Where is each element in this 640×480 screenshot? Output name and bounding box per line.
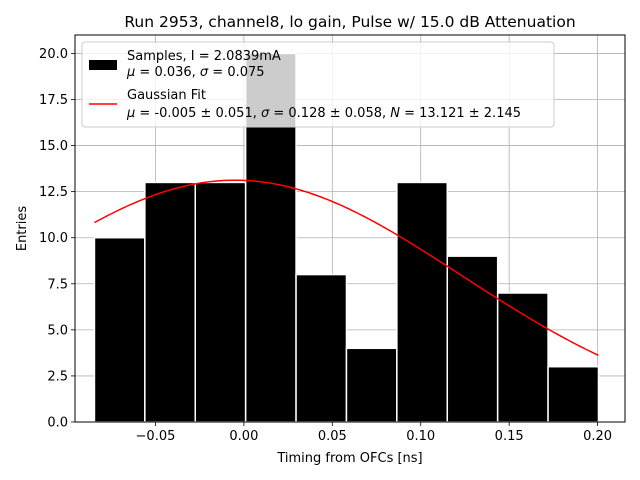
y-tick-label-0: 0.0 (47, 416, 68, 431)
legend-samples-label: Samples, I = 2.0839mA (127, 49, 281, 64)
legend-fit-sigma-symbol: σ (261, 106, 270, 121)
legend-fit-stats: μ = -0.005 ± 0.051, σ = 0.128 ± 0.058, N… (126, 106, 521, 121)
x-tick-label-3: 0.10 (406, 429, 435, 444)
legend: Samples, I = 2.0839mA μ = 0.036, σ = 0.0… (81, 41, 555, 128)
legend-fit-mu-value: = -0.005 ± 0.051, (135, 106, 261, 121)
y-axis-ticks: 0.0 2.5 5.0 7.5 10.0 12.5 15.0 17.5 20.0 (39, 47, 75, 431)
histogram-bar-7 (446, 255, 499, 423)
chart-title: Run 2953, channel8, lo gain, Pulse w/ 15… (124, 13, 575, 31)
plot-frame (74, 34, 626, 423)
x-tick-label-5: 0.20 (583, 429, 612, 444)
histogram-bar-8 (496, 292, 549, 423)
y-tick-label-3: 7.5 (47, 277, 68, 292)
histogram-bar-1 (144, 181, 197, 423)
histogram-bar-9 (547, 365, 600, 423)
legend-samples-mu-symbol: μ (126, 65, 135, 80)
y-tick-label-4: 10.0 (39, 231, 68, 246)
y-tick-label-2: 5.0 (47, 323, 68, 338)
legend-fit-n-value: = 13.121 ± 2.145 (400, 106, 521, 121)
y-tick-label-8: 20.0 (39, 47, 68, 62)
legend-samples-mu-value: = 0.036, (135, 65, 200, 80)
y-tick-label-5: 12.5 (39, 185, 68, 200)
histogram-bar-5 (345, 347, 398, 423)
legend-fit-mu-symbol: μ (126, 106, 135, 121)
legend-samples-sigma-symbol: σ (200, 65, 209, 80)
legend-samples-swatch (89, 60, 117, 70)
histogram-bar-2 (194, 181, 247, 423)
gaussian-fit-curve (94, 179, 599, 357)
x-tick-label-0: −0.05 (136, 429, 176, 444)
x-tick-label-1: 0.00 (229, 429, 258, 444)
histogram-bar-0 (93, 236, 146, 423)
x-tick-label-2: 0.05 (318, 429, 347, 444)
legend-fit-sigma-value: = 0.128 ± 0.058, (269, 106, 390, 121)
legend-samples-stats: μ = 0.036, σ = 0.075 (126, 65, 265, 80)
x-tick-label-4: 0.15 (495, 429, 524, 444)
legend-frame (81, 41, 555, 128)
legend-fit-label: Gaussian Fit (127, 88, 206, 103)
x-axis-label: Timing from OFCs [ns] (276, 451, 422, 466)
y-tick-label-1: 2.5 (47, 369, 68, 384)
histogram-bar-4 (295, 273, 348, 423)
y-tick-label-7: 17.5 (39, 93, 68, 108)
y-axis-label: Entries (15, 206, 30, 252)
legend-samples-sigma-value: = 0.075 (208, 65, 264, 80)
y-tick-label-6: 15.0 (39, 139, 68, 154)
x-axis-ticks: −0.05 0.00 0.05 0.10 0.15 0.20 (136, 422, 612, 444)
histogram-bar-6 (396, 181, 449, 423)
legend-fit-n-symbol: N (390, 106, 400, 121)
